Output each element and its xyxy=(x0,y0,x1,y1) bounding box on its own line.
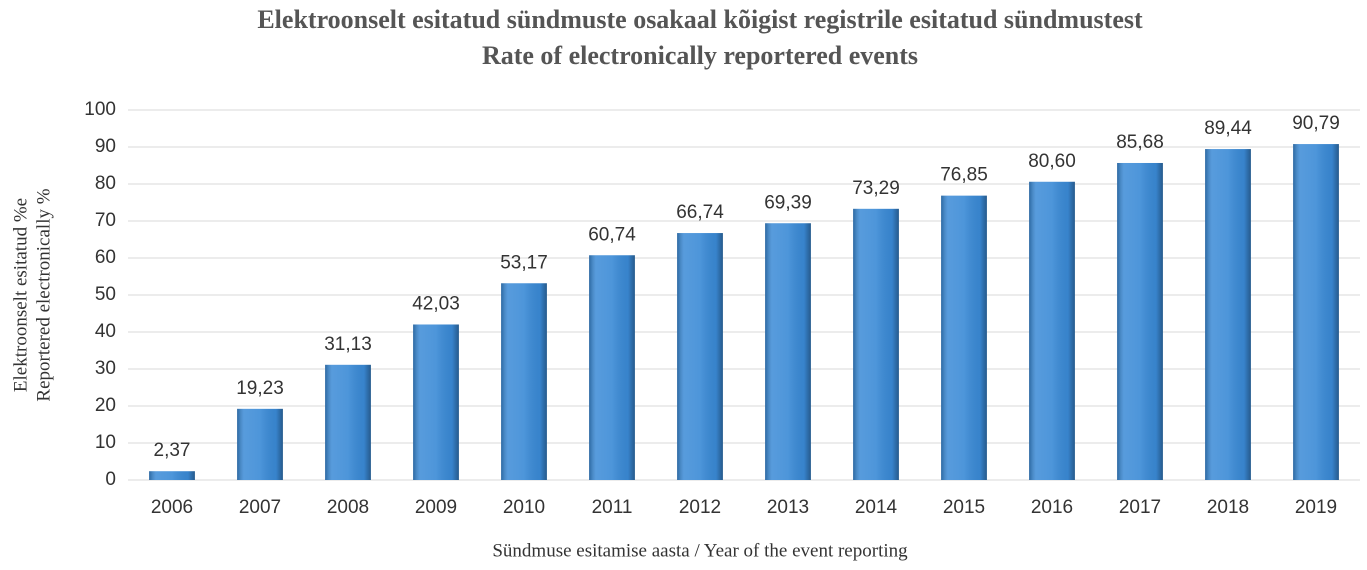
bar-shade xyxy=(589,255,635,480)
value-label: 73,29 xyxy=(852,178,900,199)
bar-shade xyxy=(677,233,723,480)
x-tick-label: 2015 xyxy=(943,497,985,518)
value-label: 66,74 xyxy=(676,202,724,223)
x-tick-label: 2019 xyxy=(1295,497,1337,518)
value-label: 2,37 xyxy=(154,440,191,461)
y-tick-label: 0 xyxy=(105,469,116,490)
y-tick-label: 40 xyxy=(95,321,116,342)
y-tick-label: 60 xyxy=(95,247,116,268)
chart-title: Elektroonselt esitatud sündmuste osakaal… xyxy=(257,5,1143,34)
bar-shade xyxy=(1205,149,1251,480)
value-label: 85,68 xyxy=(1116,132,1164,153)
bar-shade xyxy=(413,324,459,480)
y-tick-label: 80 xyxy=(95,173,116,194)
chart-subtitle: Rate of electronically reportered events xyxy=(482,41,918,70)
x-tick-label: 2012 xyxy=(679,497,721,518)
value-label: 69,39 xyxy=(764,192,812,213)
value-label: 76,85 xyxy=(940,165,988,186)
value-label: 80,60 xyxy=(1028,151,1076,172)
y-axis-label: Reportered electronically % xyxy=(33,188,54,401)
x-tick-label: 2009 xyxy=(415,497,457,518)
x-tick-label: 2013 xyxy=(767,497,809,518)
bar-shade xyxy=(501,283,547,480)
x-tick-label: 2016 xyxy=(1031,497,1073,518)
bar-shade xyxy=(1293,144,1339,480)
value-label: 89,44 xyxy=(1204,118,1252,139)
x-tick-label: 2014 xyxy=(855,497,898,518)
value-label: 31,13 xyxy=(324,334,372,355)
value-label: 42,03 xyxy=(412,294,460,315)
x-axis-label: Sündmuse esitamise aasta / Year of the e… xyxy=(492,540,908,561)
x-tick-label: 2010 xyxy=(503,497,545,518)
x-tick-label: 2011 xyxy=(592,497,633,518)
y-tick-label: 100 xyxy=(84,99,116,120)
bar-shade xyxy=(765,223,811,480)
bar-shade xyxy=(1117,162,1163,480)
y-tick-label: 90 xyxy=(95,136,116,157)
bar-shade xyxy=(149,471,195,480)
bar-shade xyxy=(853,208,899,480)
x-tick-label: 2018 xyxy=(1207,497,1249,518)
y-tick-label: 20 xyxy=(95,395,116,416)
bar-shade xyxy=(237,408,283,480)
x-tick-label: 2017 xyxy=(1119,497,1161,518)
x-tick-label: 2007 xyxy=(239,497,281,518)
y-axis-label: Elektroonselt esitatud %e xyxy=(10,198,31,392)
x-tick-label: 2006 xyxy=(151,497,193,518)
bar-shade xyxy=(325,364,371,480)
value-label: 53,17 xyxy=(500,252,548,273)
y-tick-label: 70 xyxy=(95,210,116,231)
value-label: 19,23 xyxy=(236,378,284,399)
y-tick-label: 10 xyxy=(95,432,116,453)
bar-shade xyxy=(941,195,987,480)
value-label: 90,79 xyxy=(1292,113,1340,134)
y-tick-label: 50 xyxy=(95,284,116,305)
y-tick-label: 30 xyxy=(95,358,116,379)
bar-shade xyxy=(1029,181,1075,480)
x-tick-label: 2008 xyxy=(327,497,369,518)
value-label: 60,74 xyxy=(588,224,636,245)
